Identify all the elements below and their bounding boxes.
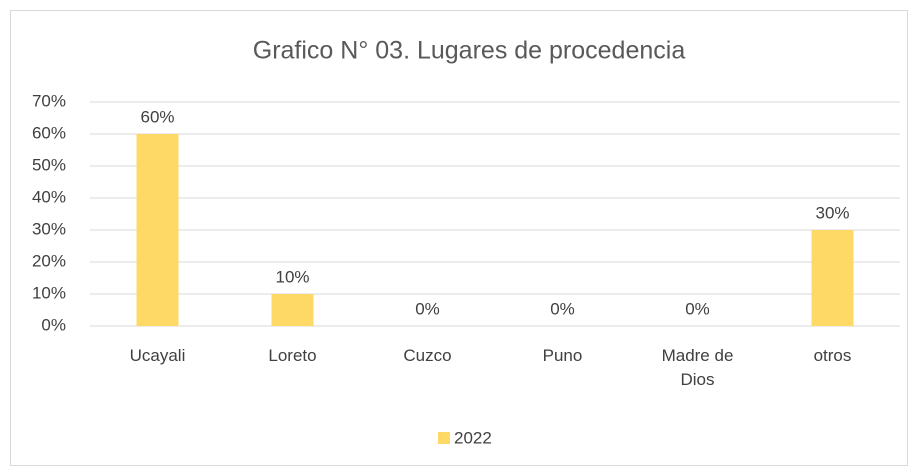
bar [136,134,179,326]
x-tick-label-box: otros [813,346,852,365]
x-tick-label-box: Puno [542,346,583,365]
y-tick-label: 70% [32,91,66,110]
bar [811,230,854,326]
legend-swatch [438,432,450,444]
y-tick-label: 50% [32,155,66,174]
y-tick-label: 30% [32,219,66,238]
data-label: 60% [140,107,174,126]
x-tick-label: Cuzco [403,346,452,365]
x-tick-label-box: Ucayali [129,346,186,365]
y-tick-label: 20% [32,251,66,270]
x-tick-label: otros [813,346,852,365]
x-tick-label-box: Cuzco [403,346,452,365]
data-label: 30% [815,203,849,222]
y-tick-label: 0% [41,315,66,334]
data-label: 0% [415,299,440,318]
x-tick-label: Puno [542,346,583,365]
x-tick-label-box: Madre de Dios [661,346,734,389]
x-tick-label: Madre de Dios [661,346,734,389]
y-tick-label: 40% [32,187,66,206]
data-label: 0% [685,299,710,318]
data-label: 0% [550,299,575,318]
x-tick-label: Loreto [268,346,317,365]
x-tick-label-box: Loreto [268,346,317,365]
x-tick-label: Ucayali [129,346,186,365]
data-label: 10% [275,267,309,286]
y-tick-label: 60% [32,123,66,142]
legend-label: 2022 [454,428,492,447]
bar [271,294,314,326]
y-tick-label: 10% [32,283,66,302]
chart-title: Grafico N° 03. Lugares de procedencia [253,37,686,65]
